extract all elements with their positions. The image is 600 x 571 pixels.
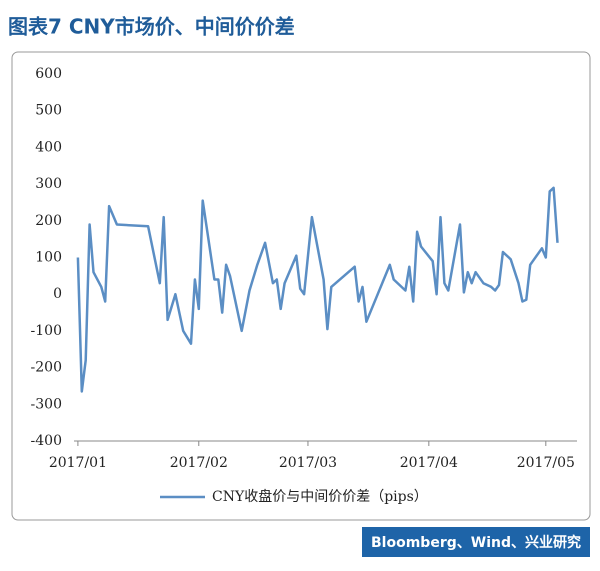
y-tick-label: 500 <box>35 103 62 119</box>
y-tick-label: 100 <box>35 250 62 266</box>
y-tick-label: 600 <box>35 66 62 82</box>
y-tick-label: 300 <box>35 176 62 192</box>
chart-title: 图表7 CNY市场价、中间价价差 <box>8 15 295 39</box>
chart-frame <box>11 51 591 521</box>
x-tick-label: 2017/02 <box>170 455 228 471</box>
y-tick-label: -300 <box>31 396 62 412</box>
y-tick-label: -200 <box>31 360 62 376</box>
y-tick-label: 200 <box>35 213 62 229</box>
series-line <box>76 186 559 393</box>
y-tick-label: 400 <box>35 139 62 155</box>
x-tick-label: 2017/04 <box>400 455 458 471</box>
legend-label: CNY收盘价与中间价价差（pips） <box>212 488 428 505</box>
y-tick-label: -100 <box>31 323 62 339</box>
x-tick-label: 2017/01 <box>49 455 107 471</box>
source-box <box>362 527 590 557</box>
x-tick-label: 2017/05 <box>517 455 575 471</box>
x-tick-label: 2017/03 <box>279 455 337 471</box>
y-tick-label: -400 <box>31 433 62 449</box>
source: Bloomberg、Wind、兴业研究 <box>371 534 581 551</box>
y-tick-label: 0 <box>53 286 62 302</box>
